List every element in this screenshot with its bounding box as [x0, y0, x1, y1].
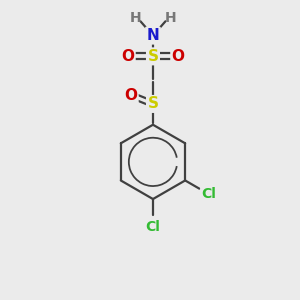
Text: Cl: Cl [146, 220, 160, 234]
Text: S: S [148, 49, 158, 64]
Text: S: S [148, 96, 158, 111]
Text: O: O [121, 49, 134, 64]
Text: H: H [165, 11, 177, 25]
Text: N: N [147, 28, 159, 43]
Text: O: O [172, 49, 185, 64]
Text: Cl: Cl [202, 187, 217, 201]
Text: O: O [124, 88, 137, 103]
Text: H: H [129, 11, 141, 25]
